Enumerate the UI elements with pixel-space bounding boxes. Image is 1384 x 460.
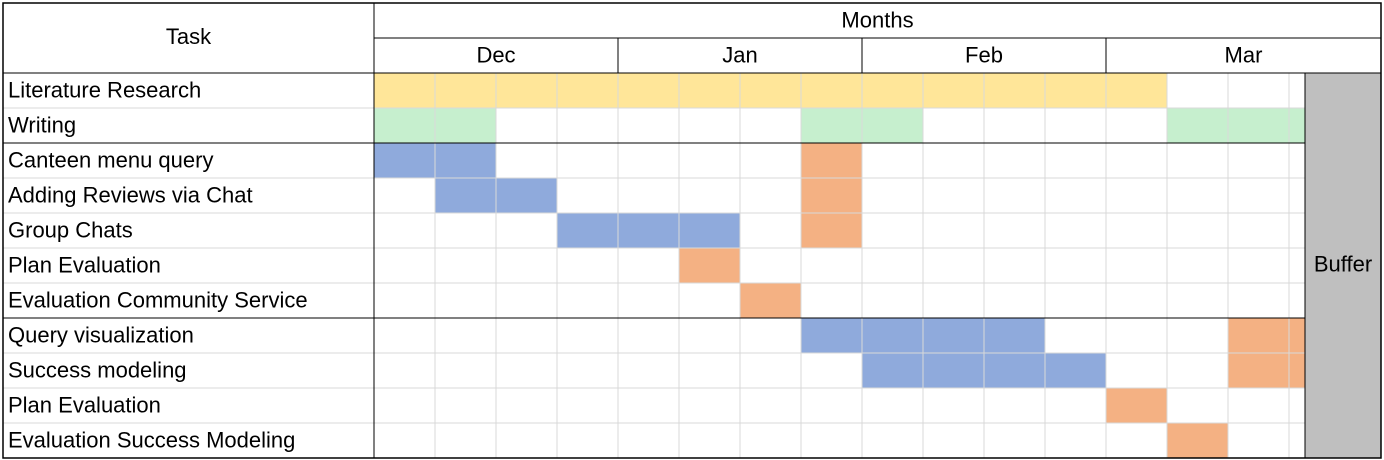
gantt-bar bbox=[801, 213, 862, 248]
task-label: Literature Research bbox=[8, 77, 201, 102]
month-label: Dec bbox=[476, 42, 515, 67]
gantt-bar bbox=[801, 178, 862, 213]
gantt-bar bbox=[557, 213, 740, 248]
task-label: Group Chats bbox=[8, 217, 133, 242]
month-label: Jan bbox=[722, 42, 757, 67]
task-label: Adding Reviews via Chat bbox=[8, 182, 253, 207]
gantt-bar bbox=[801, 143, 862, 178]
grid-lines bbox=[3, 73, 1381, 458]
gantt-bar bbox=[374, 73, 1167, 108]
gantt-bar bbox=[1167, 108, 1320, 143]
buffer-label: Buffer bbox=[1314, 251, 1372, 276]
task-label: Canteen menu query bbox=[8, 147, 213, 172]
gantt-bar bbox=[740, 283, 801, 318]
gantt-bar bbox=[679, 248, 740, 283]
task-label: Evaluation Success Modeling bbox=[8, 427, 295, 452]
task-label: Evaluation Community Service bbox=[8, 287, 308, 312]
gantt-bar bbox=[1106, 388, 1167, 423]
month-label: Mar bbox=[1225, 42, 1263, 67]
buffer-block bbox=[1305, 73, 1381, 458]
task-label: Query visualization bbox=[8, 322, 194, 347]
months-header: Months bbox=[841, 7, 913, 32]
task-label: Writing bbox=[8, 112, 76, 137]
gantt-bar bbox=[1228, 353, 1320, 388]
task-label: Success modeling bbox=[8, 357, 187, 382]
task-label: Plan Evaluation bbox=[8, 252, 161, 277]
task-label: Plan Evaluation bbox=[8, 392, 161, 417]
task-header: Task bbox=[166, 24, 212, 49]
gantt-bar bbox=[1228, 318, 1320, 353]
month-label: Feb bbox=[965, 42, 1003, 67]
gantt-bar bbox=[1167, 423, 1228, 458]
